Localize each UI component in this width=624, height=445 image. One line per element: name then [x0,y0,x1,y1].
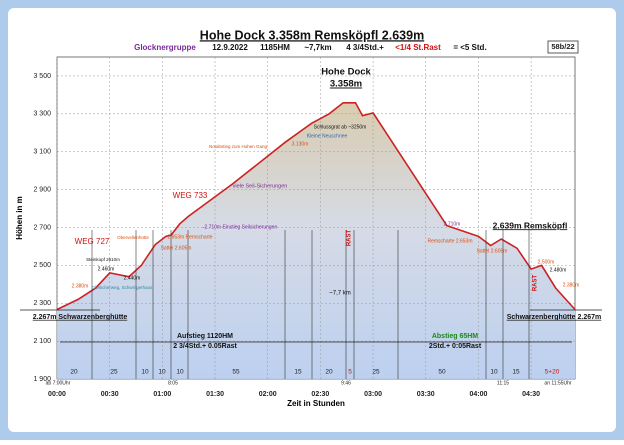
annotation: Remscharte 2.653m [427,238,472,244]
annotation: Notabstieg zum Hohen Gang [209,144,268,149]
segment-label: 5+20 [545,369,560,376]
subtitle-part: 1185HM [260,43,290,52]
y-tick-label: 3 500 [33,73,51,80]
time-label: an 11:55Uhr [544,380,571,386]
segment-label: 10 [158,369,166,376]
x-tick-label: 04:30 [522,391,540,398]
subtitle-part: <1/4 St.Rast [395,43,441,52]
annotation: 2.440m [124,275,141,281]
subtitle-part: 12.9.2022 [212,43,248,52]
annotation: Abstieg 65HM [432,333,478,340]
x-tick-label: 03:30 [417,391,435,398]
annotation: Aufstieg 1120HM [177,333,233,340]
y-tick-label: 3 300 [33,111,51,118]
time-label: 8:05 [168,380,178,386]
x-tick-label: 00:30 [101,391,119,398]
segment-label: 15 [294,369,302,376]
y-tick-label: 3 100 [33,149,51,156]
time-label: ab 7:00Uhr [46,380,71,386]
title: Hohe Dock 3.358m Remsköpfl 2.639m [200,28,424,42]
annotation: Gletscherweg, Schwingerhaus [92,285,154,290]
segment-label: 50 [438,369,446,376]
annotation: 2.380m [72,283,89,289]
annotation: viele Seil-Sicherungen [233,183,288,189]
annotation: Steinkopf 2610m [86,257,120,262]
x-tick-label: 00:00 [48,391,66,398]
annotation: Schwarzenberghütte 2.267m [507,314,602,321]
annotation: WEG 727 [75,237,110,246]
annotation: Schlussgrat ab ~3250m [314,124,367,130]
annotation: 2Std.+ 0:05Rast [429,343,482,350]
annotation: -2.710m Einstieg Seilsicherungen [203,224,278,230]
annotation: Sattel 2.605m [161,245,192,251]
annotation: RAST [533,275,539,292]
x-tick-label: 02:00 [259,391,277,398]
area [57,102,575,380]
badge: 58b/22 [551,42,574,51]
segment-label: 5 [348,369,352,376]
y-tick-label: 1 900 [33,376,51,383]
y-tick-label: 2 700 [33,224,51,231]
annotation: 2.710m [444,221,461,227]
annotation: 2.480m [550,267,567,273]
x-tick-label: 02:30 [311,391,329,398]
y-tick-label: 2 100 [33,338,51,345]
annotation: 2.653m Remscharte [167,234,212,240]
time-label: 9:46 [341,380,351,386]
annotation: Hohe Dock [321,67,371,78]
time-label: 11:15 [497,380,509,386]
segment-label: 25 [110,369,118,376]
annotation: RAST [347,230,353,247]
annotation: 2.500m [538,259,555,265]
x-tick-label: 01:00 [153,391,171,398]
profile-line [56,102,576,311]
annotation: Sattel 2.605m [477,248,508,254]
subtitle-part: = <5 Std. [453,43,486,52]
y-tick-label: 2 300 [33,300,51,307]
annotation: 2.267m Schwarzenberghütte [33,314,128,321]
segment-label: 55 [232,369,240,376]
annotation: 2 3/4Std.+ 0.05Rast [173,343,237,350]
annotation: 2.639m Remsköpfl [493,220,568,230]
x-tick-label: 04:00 [469,391,487,398]
annotation: 2.460m [98,266,115,272]
segment-label: 15 [512,369,520,376]
annotation: Obervellenhütte [117,235,149,240]
x-axis-title: Zeit in Stunden [287,399,345,408]
y-tick-label: 2 500 [33,262,51,269]
segment-label: 10 [490,369,498,376]
segment-label: 10 [141,369,149,376]
segment-label: 20 [70,369,78,376]
annotation: Kleine Neuschnee [307,133,348,139]
annotation: WEG 733 [173,191,208,200]
subtitle-part: 4 3/4Std.+ [346,43,384,52]
y-axis-title: Höhen in m [15,196,24,240]
annotation: 3.130m [292,141,309,147]
segment-label: 25 [372,369,380,376]
x-tick-label: 03:00 [364,391,382,398]
subtitle-part: Glocknergruppe [134,43,196,52]
x-tick-label: 01:30 [206,391,224,398]
segment-label: 20 [325,369,333,376]
segment-label: 10 [176,369,184,376]
annotation: 3.358m [330,79,362,90]
badge-box [547,40,579,54]
y-tick-label: 2 900 [33,186,51,193]
subtitle-part: ~7,7km [304,43,331,52]
annotation: 2.380m [563,282,580,288]
annotation: ~7,7 km [329,291,351,297]
